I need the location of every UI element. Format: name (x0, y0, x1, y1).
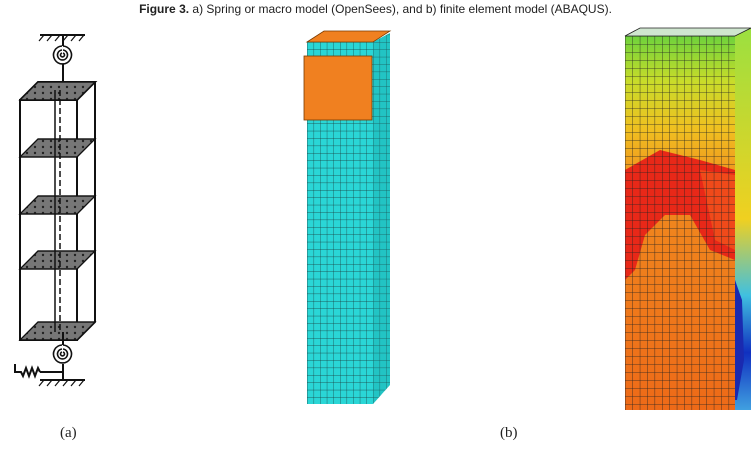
panel-label: (b) (500, 425, 518, 442)
mesh-column (304, 31, 390, 404)
page: Figure 3. a) Spring or macro model (Open… (0, 0, 751, 457)
figure-drawings (0, 0, 751, 457)
panel-label: (a) (60, 425, 77, 442)
contour-column (625, 28, 751, 410)
spring-model (15, 35, 95, 386)
